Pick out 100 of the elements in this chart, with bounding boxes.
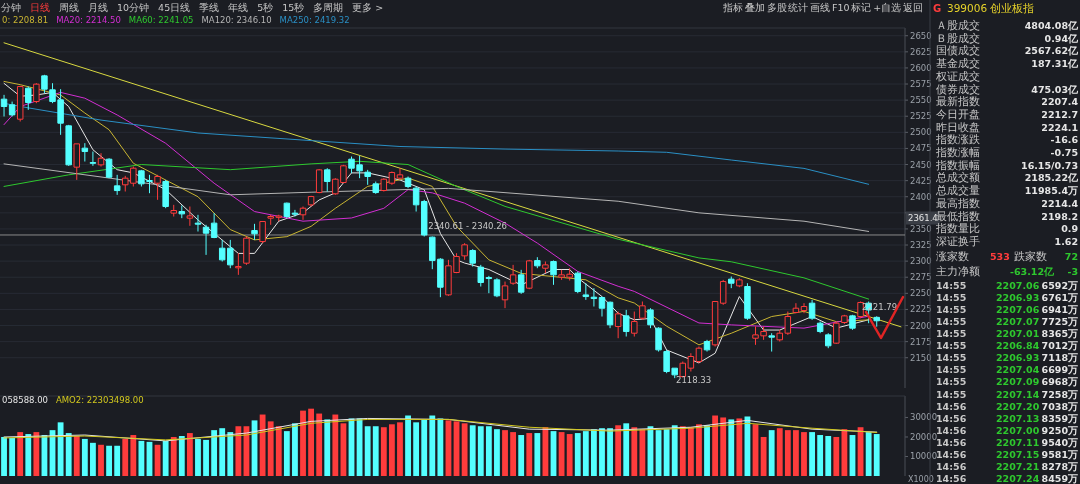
y-tick-label: 2650 [910,30,932,41]
bar [372,426,379,476]
text: 14:55 2207.06 6941万 [936,304,1078,316]
text: 14:55 2206.84 7012万 [936,340,1078,352]
annotation: 2118.33 [676,375,712,385]
category-label: 指标 [722,2,743,13]
bar [9,437,16,476]
y-tick-label: 2250 [910,288,932,299]
candlestick [315,168,323,194]
bar [73,436,80,476]
bar [275,426,282,476]
bar [437,418,444,476]
bar [421,419,428,476]
y-tick-label: 2425 [910,175,932,186]
bar [485,426,492,476]
category-label: 返回 [903,2,923,13]
bar [615,425,622,476]
text: 14:55 2206.93 6761万 [936,292,1078,304]
bar [405,415,411,476]
candlestick [655,326,662,353]
bar [195,438,201,476]
text: 14:56 2207.24 8459万 [936,472,1078,484]
bar [817,435,824,476]
bar [81,438,88,476]
bar [162,440,169,476]
category-label: 画线 [810,2,831,13]
bar [809,432,815,476]
y-axis-title: X1000 [908,475,934,484]
bar [793,430,799,476]
candlestick [816,321,824,334]
bar [235,426,242,476]
bar [300,410,306,476]
candlestick [372,181,379,195]
bar [33,432,40,476]
bar [106,445,112,476]
bar [98,444,104,476]
candlestick [493,277,501,298]
bar [841,429,848,476]
bar [712,415,719,476]
bar [332,414,339,476]
bar [873,434,880,476]
category-label: 10分钟 [117,2,150,13]
candlestick [792,302,800,314]
candlestick [113,174,121,196]
candlestick [186,206,194,227]
candlestick [283,202,291,219]
bar [784,430,791,476]
text: MA20: 2214.50 [56,15,121,25]
candlestick [849,314,856,331]
candlestick [824,332,832,349]
candlestick [307,195,315,208]
candlestick [235,252,242,276]
text: 指数涨跌 -16.6 [936,133,1078,146]
candlestick [8,101,16,117]
y-tick-label: 2450 [910,159,932,170]
bar [502,430,508,476]
bar [687,427,694,476]
bar [526,433,533,476]
y-tick-label: 2300 [910,256,932,267]
text: 总成交量 11985.4万 [936,184,1078,197]
bar [639,429,646,476]
y-tick-label: 2600 [910,62,932,73]
bar [65,433,72,476]
category-label: 月线 [88,2,108,13]
bar [591,429,597,476]
category-label: 多股 [766,2,787,13]
candlestick [631,311,638,338]
bar [461,423,468,476]
text: 今日开盘 2212.7 [936,107,1078,120]
bar [380,427,387,476]
text: 14:56 2207.00 9250万 [936,424,1078,436]
text: 指数量比 0.9 [936,222,1078,235]
text: G 399006 创业板指 [933,2,1035,14]
line-series [3,163,870,232]
candlestick [105,157,113,179]
category-label: 季线 [199,2,220,13]
y-tick-label: 2325 [910,240,932,251]
bar [599,428,605,476]
text: 最新指数 2207.4 [936,95,1078,108]
y-tick-label: 10000 [910,451,938,462]
bar [865,432,872,476]
candlestick [808,299,816,321]
text: 14:56 2207.20 7038万 [936,400,1078,412]
candlestick [695,346,703,364]
bar [663,429,670,476]
text: Ｂ股成交 0.94亿 [936,31,1078,44]
text: 14:55 2206.93 7118万 [936,352,1078,364]
candlestick [800,302,808,314]
bar [138,440,145,476]
bar [631,427,638,476]
candlestick [857,301,864,319]
text: MA250: 2419.32 [279,15,350,25]
text: 14:56 2207.13 8359万 [936,412,1078,424]
text: 最高指数 2214.4 [936,196,1078,209]
text: 指数涨幅 -0.75 [936,146,1078,158]
y-tick-label: 20000 [910,431,938,442]
bar [760,436,767,476]
candlestick [873,315,880,328]
candlestick [364,169,371,186]
text: 国债成交 2567.62亿 [936,44,1078,57]
